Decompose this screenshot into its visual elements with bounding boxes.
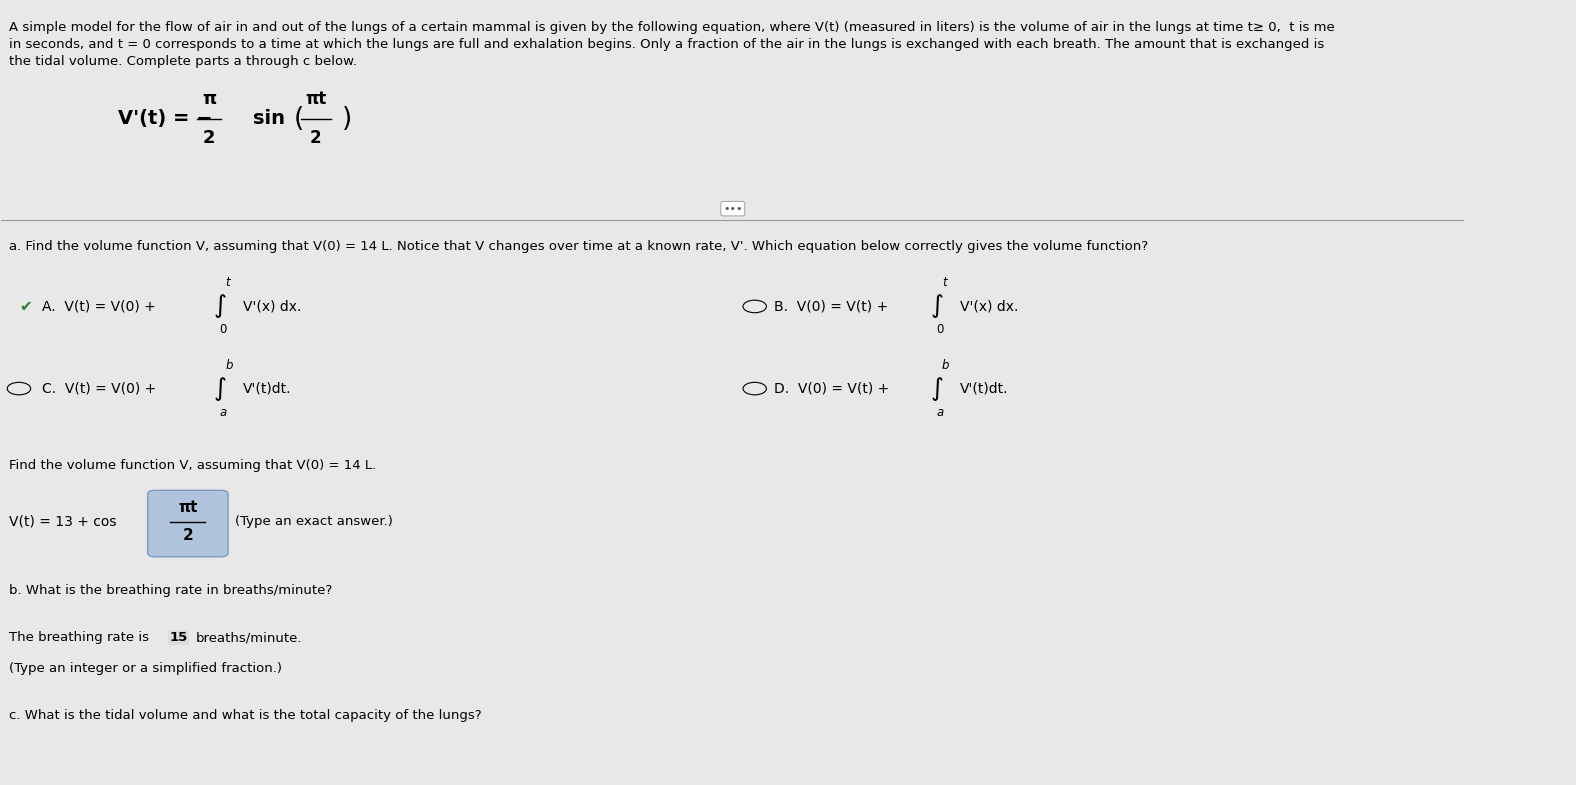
Text: V(t) = 13 + cos: V(t) = 13 + cos	[9, 514, 117, 528]
Text: b: b	[225, 359, 233, 371]
Text: ∫: ∫	[930, 294, 944, 319]
Text: A simple model for the flow of air in and out of the lungs of a certain mammal i: A simple model for the flow of air in an…	[9, 21, 1335, 34]
Text: a: a	[219, 406, 227, 418]
Text: c. What is the tidal volume and what is the total capacity of the lungs?: c. What is the tidal volume and what is …	[9, 710, 481, 722]
Text: t: t	[942, 276, 947, 290]
Text: V'(t)dt.: V'(t)dt.	[243, 382, 292, 396]
Text: V'(x) dx.: V'(x) dx.	[960, 299, 1018, 313]
Text: 2: 2	[203, 130, 216, 148]
Text: 0: 0	[219, 323, 227, 337]
Text: Find the volume function V, assuming that V(0) = 14 L.: Find the volume function V, assuming tha…	[9, 459, 377, 472]
Text: 2: 2	[183, 528, 194, 543]
Text: V'(t)dt.: V'(t)dt.	[960, 382, 1009, 396]
FancyBboxPatch shape	[148, 491, 229, 557]
Text: b. What is the breathing rate in breaths/minute?: b. What is the breathing rate in breaths…	[9, 584, 333, 597]
Text: C.  V(t) = V(0) +: C. V(t) = V(0) +	[43, 382, 156, 396]
Text: A.  V(t) = V(0) +: A. V(t) = V(0) +	[43, 299, 156, 313]
Text: ∫: ∫	[213, 294, 227, 319]
Text: (Type an integer or a simplified fraction.): (Type an integer or a simplified fractio…	[9, 663, 282, 675]
Text: breaths/minute.: breaths/minute.	[195, 631, 303, 644]
Text: sin: sin	[254, 109, 285, 128]
Text: (Type an exact answer.): (Type an exact answer.)	[235, 515, 394, 528]
Text: in seconds, and t = 0 corresponds to a time at which the lungs are full and exha: in seconds, and t = 0 corresponds to a t…	[9, 38, 1324, 51]
Text: ✔: ✔	[19, 299, 32, 314]
Text: V'(x) dx.: V'(x) dx.	[243, 299, 301, 313]
Text: V'(t) = −: V'(t) = −	[118, 109, 213, 128]
Text: a. Find the volume function V, assuming that V(0) = 14 L. Notice that V changes : a. Find the volume function V, assuming …	[9, 240, 1147, 253]
Text: B.  V(0) = V(t) +: B. V(0) = V(t) +	[774, 299, 887, 313]
Text: πt: πt	[178, 500, 197, 515]
Text: ∫: ∫	[213, 377, 227, 400]
Text: (: (	[295, 106, 304, 132]
Text: D.  V(0) = V(t) +: D. V(0) = V(t) +	[774, 382, 889, 396]
Text: a: a	[936, 406, 944, 418]
Text: ): )	[342, 106, 353, 132]
Text: ∫: ∫	[930, 377, 944, 400]
Text: 0: 0	[936, 323, 944, 337]
Text: 15: 15	[170, 631, 188, 644]
Text: π: π	[202, 90, 216, 108]
Text: the tidal volume. Complete parts a through c below.: the tidal volume. Complete parts a throu…	[9, 56, 356, 68]
Text: t: t	[225, 276, 230, 290]
Text: b: b	[942, 359, 949, 371]
Text: πt: πt	[306, 90, 326, 108]
Text: 2: 2	[310, 130, 322, 148]
Text: The breathing rate is: The breathing rate is	[9, 631, 148, 644]
Text: •••: •••	[723, 203, 742, 214]
